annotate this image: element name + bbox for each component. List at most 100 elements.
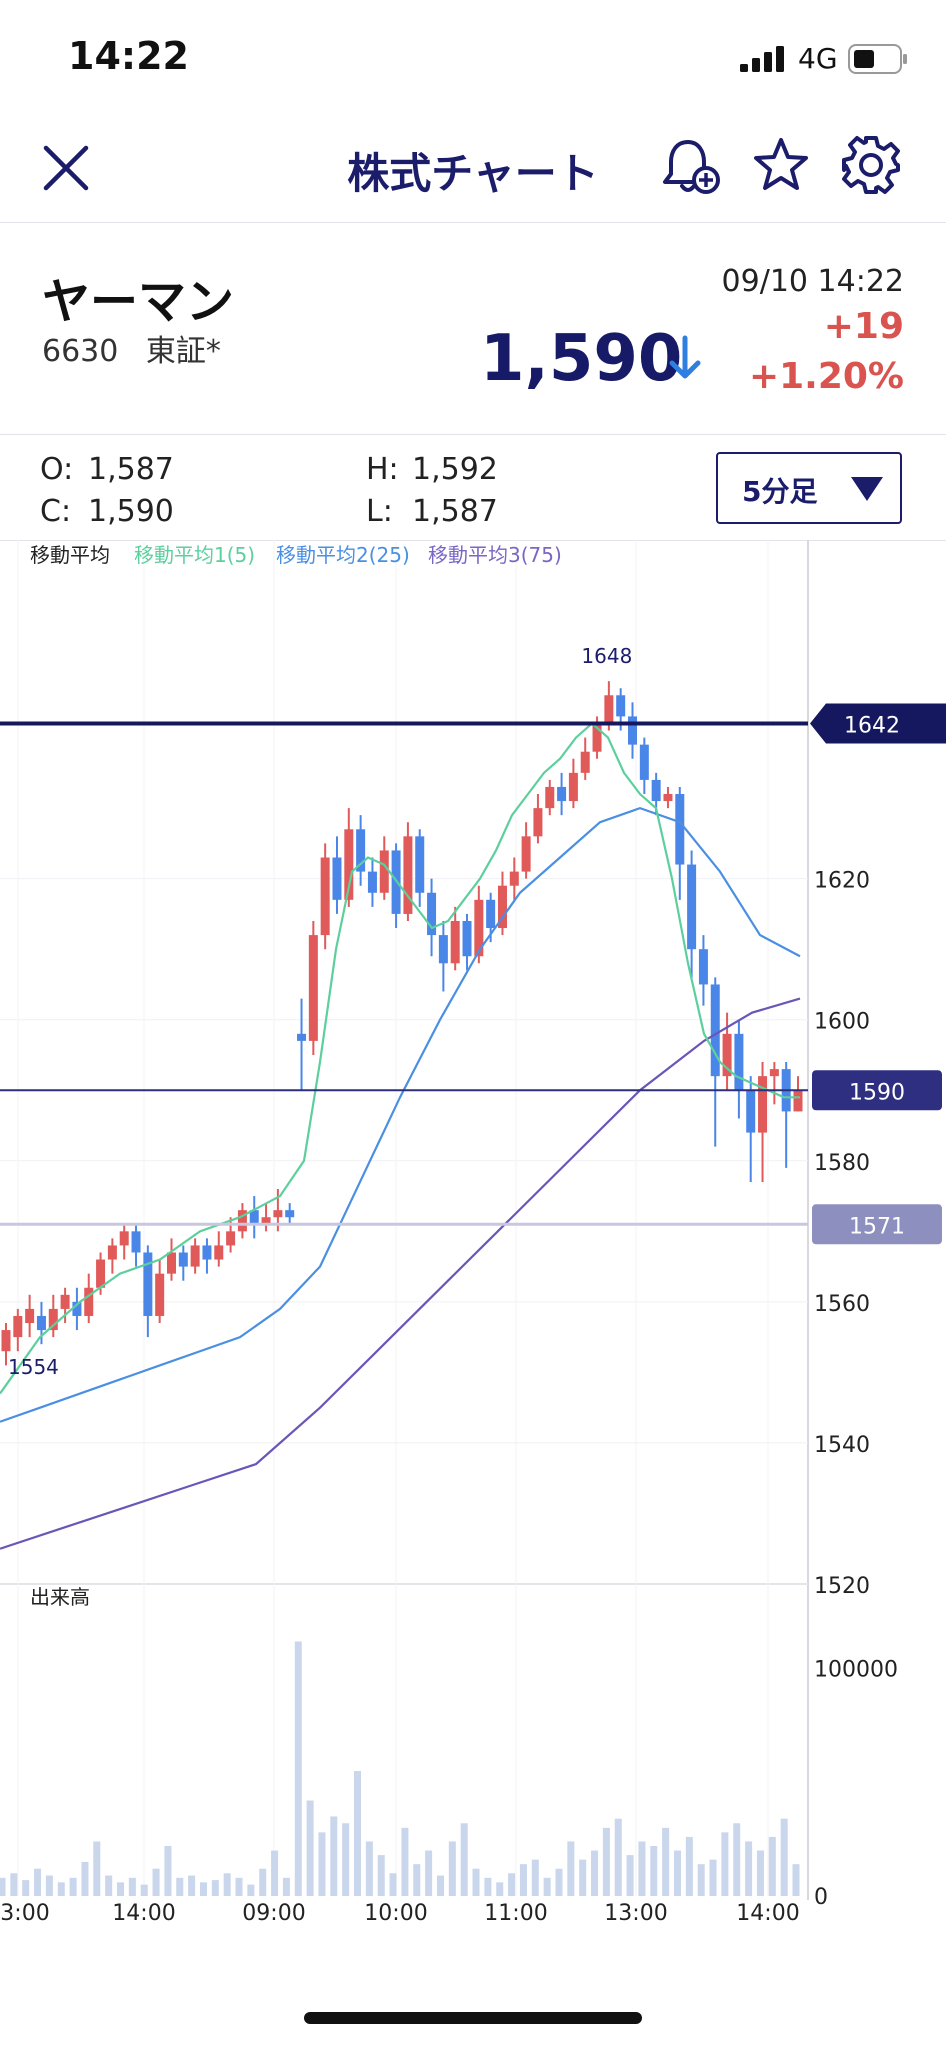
volume-bar [756, 1850, 764, 1896]
candle-body [214, 1245, 224, 1260]
volume-bar [117, 1882, 125, 1896]
low-value: 1,587 [412, 494, 498, 529]
candle-body [592, 723, 602, 752]
stock-datetime: 09/10 14:22 [721, 264, 904, 299]
home-indicator [304, 2012, 642, 2024]
volume-bar [472, 1868, 480, 1896]
volume-bar [188, 1875, 196, 1896]
candle-body [36, 1315, 46, 1331]
star-icon[interactable] [752, 136, 810, 194]
ma1-line [0, 722, 800, 1395]
volume-bar [152, 1868, 160, 1896]
candle-body [438, 935, 448, 964]
volume-bar [709, 1859, 717, 1896]
candle-body [356, 829, 366, 872]
stock-code: 6630 [42, 334, 119, 369]
candle-body [545, 786, 555, 809]
max-price-marker: 1648 [581, 644, 632, 668]
volume-bar [436, 1875, 444, 1896]
candle-body [415, 836, 425, 893]
candle-body [722, 1033, 732, 1077]
volume-bar [484, 1877, 492, 1896]
price-change: +19 [823, 306, 904, 347]
time-axis-label: 14:00 [112, 1901, 175, 1926]
volume-bar [377, 1855, 385, 1896]
candle-body [687, 864, 697, 950]
price-tick-label: 1620 [814, 869, 870, 894]
volume-bar [745, 1841, 753, 1896]
volume-bar [496, 1882, 504, 1896]
price-lines: 1642 1590 1571 [0, 703, 946, 1245]
bell-plus-icon[interactable] [660, 134, 722, 200]
volume-bar [259, 1868, 267, 1896]
volume-bar [425, 1850, 433, 1896]
volume-bar [69, 1877, 77, 1896]
interval-label: 5分足 [742, 475, 818, 508]
current-price-tag [812, 1070, 942, 1111]
current-price-tag-label: 1590 [849, 1080, 905, 1105]
candle-body [663, 794, 673, 802]
volume-bar [673, 1850, 681, 1896]
candle-body [72, 1301, 82, 1316]
price-axis: 1620 1600 1580 1560 1540 1520 100000 0 [814, 869, 898, 1910]
candle-body [580, 751, 590, 773]
candle-body [261, 1217, 271, 1225]
candle-body [273, 1210, 283, 1218]
volume-bar [721, 1832, 729, 1896]
candle-body [119, 1231, 129, 1246]
signal-icon [740, 46, 784, 72]
volume-bar [697, 1864, 705, 1896]
stock-market: 東証* [145, 334, 221, 369]
candle-body [285, 1210, 295, 1218]
volume-bar [235, 1877, 243, 1896]
volume-bar [105, 1875, 113, 1896]
candle-body [237, 1210, 247, 1232]
volume-bar [650, 1846, 658, 1896]
volume-title: 出来高 [30, 1585, 90, 1609]
volume-bar [57, 1882, 65, 1896]
candle-body [320, 857, 330, 936]
volume-bar [318, 1832, 326, 1896]
gear-icon[interactable] [840, 134, 902, 196]
candle-body [793, 1090, 803, 1112]
volume-bar [638, 1841, 646, 1896]
status-bar: 14:22 4G [0, 0, 946, 110]
volume-bar [413, 1864, 421, 1896]
candle-body [84, 1287, 94, 1316]
candle-body [178, 1252, 188, 1267]
candle-body [450, 920, 460, 964]
volume-bar [614, 1818, 622, 1896]
stock-chart[interactable]: 1642 1590 1571 1620 1600 1580 1560 1540 1520 100… [0, 540, 946, 1980]
open-value: 1,587 [88, 452, 174, 487]
candle-body [155, 1273, 165, 1316]
volume-bar [45, 1875, 53, 1896]
volume-bar [199, 1882, 207, 1896]
volume-bar [733, 1823, 741, 1896]
candle-body [427, 892, 437, 936]
high-price-tag [810, 703, 946, 744]
volume-bar [10, 1873, 18, 1896]
high-value: 1,592 [412, 452, 498, 487]
volume-bar [330, 1816, 338, 1896]
volume-bar [508, 1873, 516, 1896]
candle-body [497, 885, 507, 929]
candle-body [758, 1076, 768, 1133]
volume-bars [0, 1641, 800, 1896]
volume-bar [602, 1827, 610, 1896]
candle-body [746, 1090, 756, 1133]
price-change-percent: +1.20% [748, 356, 904, 397]
volume-bar [389, 1873, 397, 1896]
time-axis-label: 14:00 [736, 1901, 799, 1926]
interval-select[interactable]: 5分足 [716, 452, 902, 524]
candle-body [249, 1210, 259, 1225]
candle-body [367, 871, 377, 893]
candle-body [143, 1252, 153, 1316]
legend-ma3: 移動平均3(75) [428, 543, 562, 567]
chart-labels: 1648 1554 移動平均 移動平均1(5) 移動平均2(25) 移動平均3(75) 出来… [0, 543, 800, 1926]
base-price-tag-label: 1571 [849, 1214, 905, 1239]
low-label: L: [366, 494, 393, 529]
close-icon[interactable] [42, 144, 90, 192]
candle-body [13, 1315, 23, 1338]
stock-price: 1,590 [480, 322, 683, 396]
volume-bar [164, 1846, 172, 1896]
